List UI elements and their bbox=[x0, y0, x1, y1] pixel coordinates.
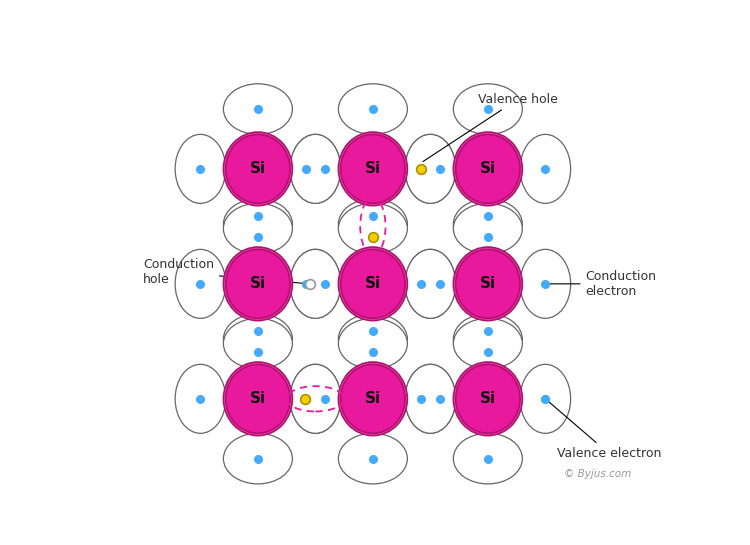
Ellipse shape bbox=[226, 364, 290, 433]
Text: Si: Si bbox=[250, 276, 266, 292]
Text: Si: Si bbox=[250, 161, 266, 177]
Ellipse shape bbox=[453, 318, 522, 369]
Ellipse shape bbox=[338, 362, 407, 435]
Text: Conduction
hole: Conduction hole bbox=[143, 258, 307, 286]
Ellipse shape bbox=[224, 314, 292, 364]
Ellipse shape bbox=[224, 199, 292, 250]
Ellipse shape bbox=[290, 364, 340, 433]
Ellipse shape bbox=[338, 247, 407, 320]
Ellipse shape bbox=[224, 362, 292, 435]
Ellipse shape bbox=[175, 135, 226, 203]
Ellipse shape bbox=[405, 364, 456, 433]
Ellipse shape bbox=[338, 203, 407, 254]
Ellipse shape bbox=[338, 84, 407, 135]
Ellipse shape bbox=[226, 135, 290, 203]
Text: Conduction
electron: Conduction electron bbox=[548, 270, 656, 298]
Ellipse shape bbox=[340, 250, 405, 318]
Text: Si: Si bbox=[480, 276, 496, 292]
Ellipse shape bbox=[338, 314, 407, 364]
Ellipse shape bbox=[453, 314, 522, 364]
Ellipse shape bbox=[340, 135, 405, 203]
Text: Valence hole: Valence hole bbox=[423, 93, 558, 162]
Ellipse shape bbox=[453, 203, 522, 254]
Ellipse shape bbox=[338, 433, 407, 484]
Ellipse shape bbox=[338, 199, 407, 250]
Ellipse shape bbox=[224, 132, 292, 205]
Ellipse shape bbox=[405, 135, 456, 203]
Ellipse shape bbox=[405, 250, 456, 318]
Ellipse shape bbox=[224, 203, 292, 254]
Ellipse shape bbox=[340, 364, 405, 433]
Ellipse shape bbox=[224, 84, 292, 135]
Ellipse shape bbox=[290, 250, 340, 318]
Ellipse shape bbox=[405, 135, 456, 203]
Ellipse shape bbox=[338, 132, 407, 205]
Ellipse shape bbox=[224, 318, 292, 369]
Ellipse shape bbox=[224, 247, 292, 320]
Ellipse shape bbox=[224, 433, 292, 484]
Text: Si: Si bbox=[364, 391, 381, 407]
Ellipse shape bbox=[290, 250, 340, 318]
Ellipse shape bbox=[456, 250, 520, 318]
Ellipse shape bbox=[456, 135, 520, 203]
Ellipse shape bbox=[453, 362, 522, 435]
Ellipse shape bbox=[290, 364, 340, 433]
Text: Si: Si bbox=[364, 161, 381, 177]
Ellipse shape bbox=[405, 250, 456, 318]
Ellipse shape bbox=[175, 364, 226, 433]
Text: Si: Si bbox=[250, 391, 266, 407]
Ellipse shape bbox=[520, 135, 571, 203]
Ellipse shape bbox=[453, 132, 522, 205]
Text: Si: Si bbox=[480, 391, 496, 407]
Ellipse shape bbox=[226, 250, 290, 318]
Ellipse shape bbox=[453, 433, 522, 484]
Text: Si: Si bbox=[364, 276, 381, 292]
Ellipse shape bbox=[453, 199, 522, 250]
Ellipse shape bbox=[290, 135, 340, 203]
Ellipse shape bbox=[453, 84, 522, 135]
Text: Valence electron: Valence electron bbox=[548, 401, 662, 460]
Ellipse shape bbox=[456, 364, 520, 433]
Ellipse shape bbox=[520, 250, 571, 318]
Ellipse shape bbox=[405, 364, 456, 433]
Ellipse shape bbox=[520, 364, 571, 433]
Ellipse shape bbox=[290, 135, 340, 203]
Ellipse shape bbox=[338, 318, 407, 369]
Text: © Byjus.com: © Byjus.com bbox=[564, 469, 632, 479]
Text: Si: Si bbox=[480, 161, 496, 177]
Ellipse shape bbox=[175, 250, 226, 318]
Ellipse shape bbox=[453, 247, 522, 320]
